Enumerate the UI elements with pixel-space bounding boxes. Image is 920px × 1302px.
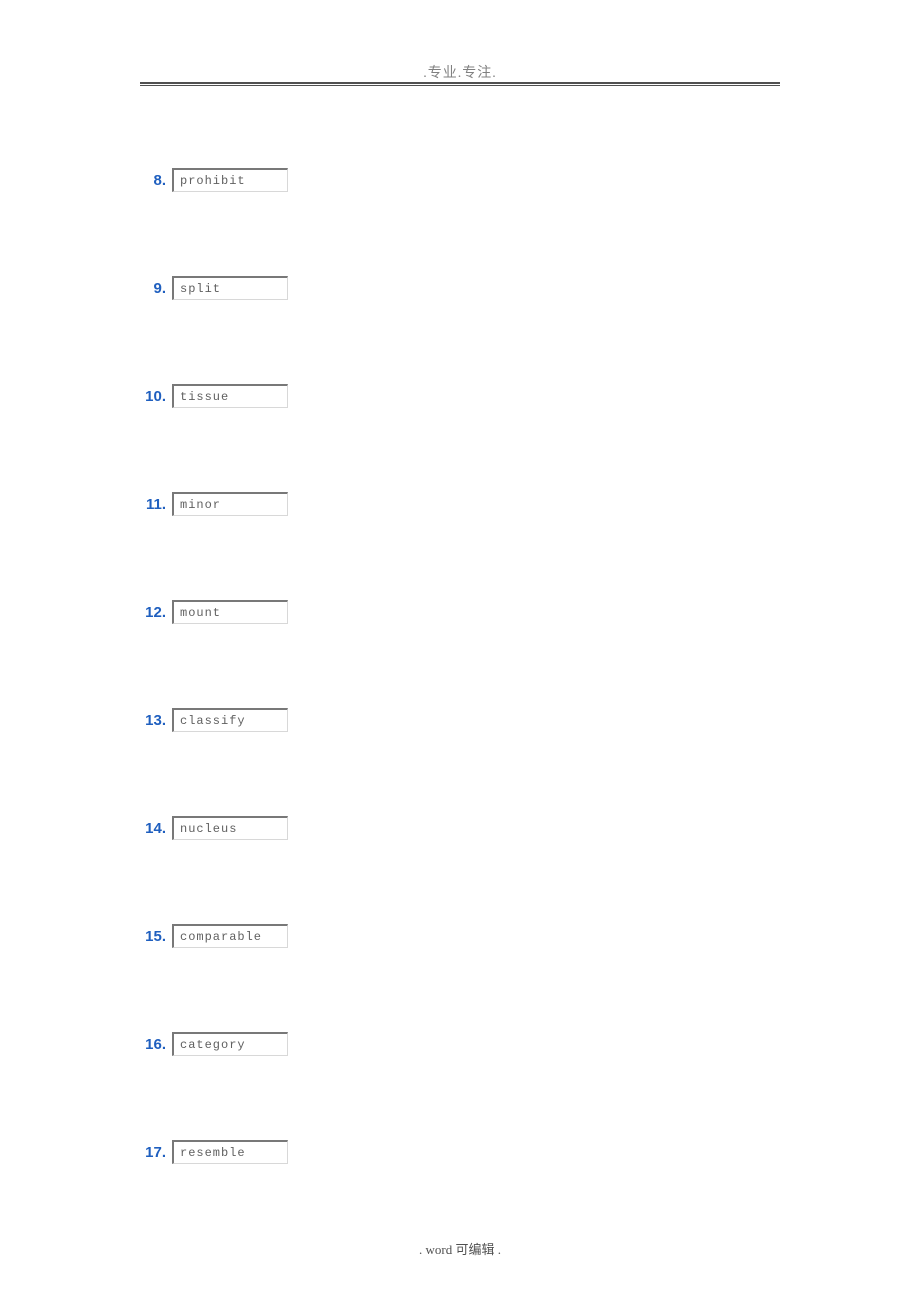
page-header: .专业.专注. bbox=[0, 62, 920, 82]
item-number: 9. bbox=[138, 280, 166, 297]
item-number: 13. bbox=[138, 712, 166, 729]
list-item: 15. comparable bbox=[138, 924, 778, 948]
page-footer: . word 可编辑 . bbox=[0, 1239, 920, 1258]
word-text: mount bbox=[180, 606, 221, 620]
list-item: 11. minor bbox=[138, 492, 778, 516]
list-item: 17. resemble bbox=[138, 1140, 778, 1164]
header-divider bbox=[140, 82, 780, 86]
item-number: 16. bbox=[138, 1036, 166, 1053]
list-item: 16. category bbox=[138, 1032, 778, 1056]
list-item: 9. split bbox=[138, 276, 778, 300]
item-number: 10. bbox=[138, 388, 166, 405]
word-text: prohibit bbox=[180, 174, 246, 188]
word-text: nucleus bbox=[180, 822, 237, 836]
word-input-box[interactable]: split bbox=[172, 276, 288, 300]
list-item: 13. classify bbox=[138, 708, 778, 732]
word-input-box[interactable]: classify bbox=[172, 708, 288, 732]
word-text: minor bbox=[180, 498, 221, 512]
list-item: 12. mount bbox=[138, 600, 778, 624]
item-number: 11. bbox=[138, 496, 166, 513]
word-list: 8. prohibit 9. split 10. tissue 11. mino… bbox=[138, 168, 778, 1248]
word-text: comparable bbox=[180, 930, 262, 944]
word-input-box[interactable]: minor bbox=[172, 492, 288, 516]
document-page: .专业.专注. 8. prohibit 9. split 10. tissue … bbox=[0, 0, 920, 1302]
word-input-box[interactable]: prohibit bbox=[172, 168, 288, 192]
word-input-box[interactable]: resemble bbox=[172, 1140, 288, 1164]
item-number: 17. bbox=[138, 1144, 166, 1161]
word-text: resemble bbox=[180, 1146, 246, 1160]
word-input-box[interactable]: mount bbox=[172, 600, 288, 624]
word-text: tissue bbox=[180, 390, 229, 404]
list-item: 14. nucleus bbox=[138, 816, 778, 840]
word-input-box[interactable]: category bbox=[172, 1032, 288, 1056]
item-number: 15. bbox=[138, 928, 166, 945]
item-number: 12. bbox=[138, 604, 166, 621]
item-number: 14. bbox=[138, 820, 166, 837]
word-text: category bbox=[180, 1038, 246, 1052]
word-input-box[interactable]: comparable bbox=[172, 924, 288, 948]
word-text: split bbox=[180, 282, 221, 296]
word-text: classify bbox=[180, 714, 246, 728]
list-item: 10. tissue bbox=[138, 384, 778, 408]
word-input-box[interactable]: nucleus bbox=[172, 816, 288, 840]
item-number: 8. bbox=[138, 172, 166, 189]
list-item: 8. prohibit bbox=[138, 168, 778, 192]
word-input-box[interactable]: tissue bbox=[172, 384, 288, 408]
